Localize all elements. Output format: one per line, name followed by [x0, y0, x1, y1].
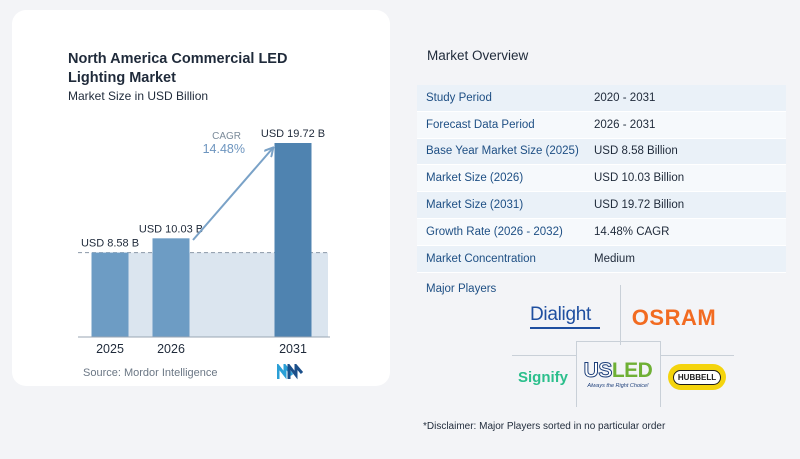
overview-row: Forecast Data Period 2026 - 2031: [417, 111, 786, 139]
logo-divider: [576, 341, 660, 342]
logo-divider: [512, 355, 576, 356]
overview-value: USD 10.03 Billion: [594, 172, 685, 185]
bar-value-label: USD 19.72 B: [261, 128, 325, 140]
signify-logo: Signify: [517, 368, 568, 386]
overview-value: USD 8.58 Billion: [594, 145, 678, 158]
hubbell-logo: HUBBELL: [668, 364, 726, 390]
mordor-intelligence-logo-icon: [277, 364, 303, 380]
dialight-underline: [530, 326, 600, 329]
overview-value: 14.48% CAGR: [594, 225, 670, 238]
bar: [274, 143, 312, 337]
usled-logo: USLED Always the Right Choice!: [582, 351, 654, 397]
osram-logo: OSRAM: [631, 305, 717, 330]
disclaimer: *Disclaimer: Major Players sorted in no …: [423, 421, 666, 432]
major-players-title: Major Players: [426, 283, 497, 295]
bar: [152, 238, 190, 337]
overview-value: 2026 - 2031: [594, 118, 656, 131]
x-tick-label: 2026: [157, 342, 185, 356]
overview-row: Market Size (2031) USD 19.72 Billion: [417, 192, 786, 219]
bar-value-label: USD 8.58 B: [81, 238, 139, 250]
bar: [91, 252, 129, 337]
overview-value: Medium: [594, 252, 635, 265]
source-note: Source: Mordor Intelligence: [83, 367, 218, 379]
overview-row: Study Period 2020 - 2031: [417, 85, 786, 112]
overview-label: Study Period: [426, 91, 492, 104]
cagr-value: 14.48%: [203, 142, 245, 156]
cagr-label: CAGR: [212, 131, 241, 142]
overview-value: USD 19.72 Billion: [594, 199, 685, 212]
logo-divider: [620, 285, 621, 345]
cagr-arrow: [192, 149, 272, 241]
overview-label: Market Size (2031): [426, 199, 524, 212]
overview-label: Market Concentration: [426, 252, 536, 265]
dialight-logo-text: Dialight: [530, 303, 591, 325]
hubbell-logo-text: HUBBELL: [672, 369, 722, 385]
logo-divider: [660, 341, 661, 407]
overview-row: Base Year Market Size (2025) USD 8.58 Bil…: [417, 138, 786, 166]
x-tick-label: 2031: [279, 342, 307, 356]
chart-subtitle: Market Size in USD Billion: [68, 89, 209, 103]
usled-us-text: US: [583, 358, 613, 382]
bar-value-label: USD 10.03 B: [139, 223, 203, 235]
overview-row: Market Concentration Medium: [417, 245, 786, 273]
overview-title: Market Overview: [427, 48, 529, 63]
chart-title: North America Commercial LED Lighting Ma…: [68, 51, 288, 86]
usled-tagline: Always the Right Choice!: [587, 382, 649, 389]
usled-led-text: LED: [611, 358, 653, 382]
logo-divider: [576, 341, 577, 407]
overview-value: 2020 - 2031: [594, 91, 656, 104]
overview-row: Market Size (2026) USD 10.03 Billion: [417, 165, 786, 193]
x-tick-label: 2025: [96, 342, 124, 356]
overview-row: Growth Rate (2026 - 2032) 14.48% CAGR: [417, 218, 786, 246]
overview-label: Market Size (2026): [426, 172, 524, 185]
overview-label: Base Year Market Size (2025): [426, 145, 579, 158]
overview-label: Forecast Data Period: [426, 118, 535, 131]
overview-label: Growth Rate (2026 - 2032): [426, 225, 563, 238]
logo-divider: [660, 355, 734, 356]
overview-table: Study Period 2020 - 2031 Forecast Data Pe…: [417, 85, 786, 273]
dialight-logo: Dialight: [522, 300, 608, 332]
